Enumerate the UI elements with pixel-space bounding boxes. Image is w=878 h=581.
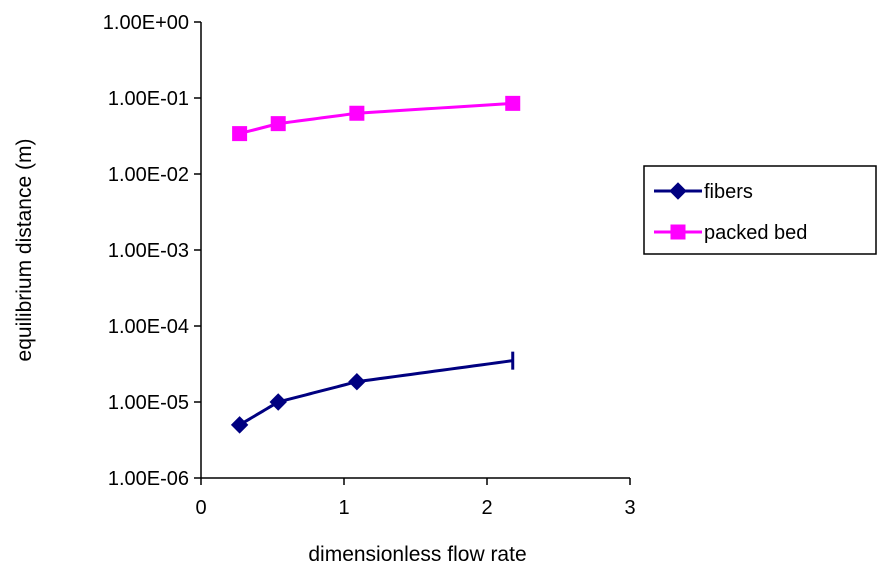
- series-fibers: [230, 351, 515, 434]
- data-point: [270, 116, 286, 132]
- series-line: [238, 359, 513, 427]
- y-tick-label: 1.00E+00: [103, 12, 189, 34]
- legend: fibers packed bed: [643, 165, 877, 255]
- series-layer: [230, 95, 521, 434]
- data-point: [505, 95, 521, 111]
- x-tick-label: 2: [481, 497, 492, 519]
- y-tick-label: 1.00E-03: [108, 240, 189, 262]
- series-packed-bed: [232, 95, 521, 142]
- x-tick-label: 0: [195, 497, 206, 519]
- legend-item: fibers: [654, 181, 753, 203]
- series-line: [239, 101, 513, 136]
- axes: 1.00E-06 1.00E-05 1.00E-04 1.00E-03 1.00E-02…: [13, 12, 636, 566]
- y-tick-label: 1.00E-01: [108, 88, 189, 110]
- y-tick-label: 1.00E-02: [108, 164, 189, 186]
- x-axis-title: dimensionless flow rate: [308, 543, 526, 566]
- data-point: [269, 393, 287, 411]
- y-tick-label: 1.00E-04: [108, 316, 189, 338]
- legend-label: packed bed: [704, 222, 807, 244]
- y-tick-label: 1.00E-05: [108, 392, 189, 414]
- x-tick-label: 1: [338, 497, 349, 519]
- data-point: [348, 372, 366, 391]
- y-tick-label: 1.00E-06: [108, 468, 189, 490]
- legend-marker: [670, 224, 686, 240]
- data-point: [349, 105, 365, 121]
- data-point: [230, 416, 249, 434]
- y-axis-title: equilibrium distance (m): [13, 139, 36, 362]
- legend-label: fibers: [704, 181, 753, 203]
- legend-marker: [669, 182, 687, 200]
- data-point: [232, 126, 248, 142]
- legend-item: packed bed: [654, 222, 807, 244]
- x-tick-label: 3: [624, 497, 635, 519]
